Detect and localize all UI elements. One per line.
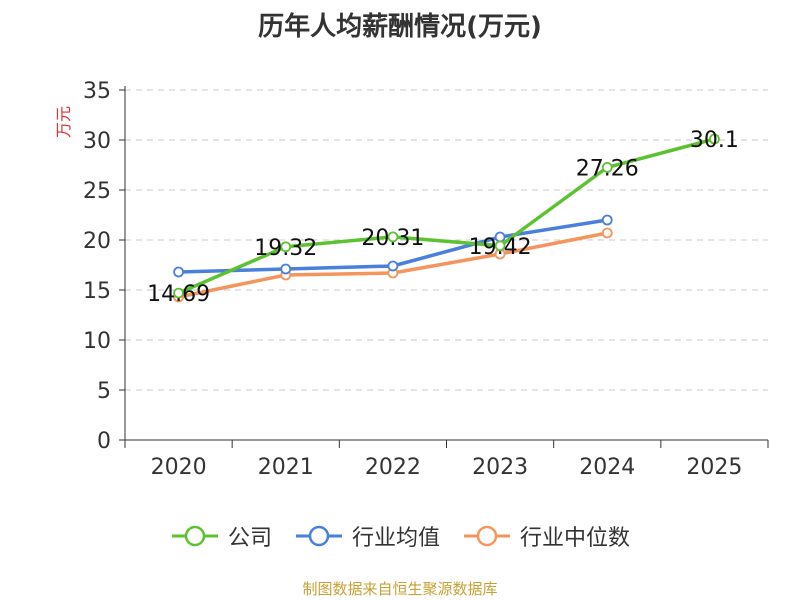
data-point [601, 214, 613, 226]
chart-title: 历年人均薪酬情况(万元) [258, 12, 542, 42]
x-tick-label: 2021 [258, 455, 314, 480]
y-tick-label: 5 [97, 379, 111, 404]
x-tick-label: 2024 [579, 455, 635, 480]
data-point [387, 260, 399, 272]
data-label: 19.32 [254, 236, 317, 261]
y-tick-label: 15 [83, 279, 111, 304]
legend-item[interactable]: 行业中位数 [462, 520, 630, 552]
y-axis-label: 万元 [54, 106, 73, 138]
data-point [601, 227, 613, 239]
legend-item[interactable]: 行业均值 [294, 520, 440, 552]
data-point [387, 231, 399, 243]
data-point [601, 161, 613, 173]
y-tick-label: 0 [97, 429, 111, 454]
legend: 公司 行业均值 行业中位数 [0, 520, 800, 552]
data-label: 14.69 [147, 282, 210, 307]
data-point [173, 266, 184, 278]
x-tick-label: 2020 [151, 455, 207, 480]
legend-label: 行业均值 [351, 526, 440, 551]
legend-line-circle-icon [464, 525, 510, 547]
data-point [173, 287, 184, 299]
data-label: 19.42 [469, 235, 532, 260]
x-tick-label: 2023 [472, 455, 528, 480]
y-tick-label: 10 [83, 329, 111, 354]
data-label: 20.31 [361, 226, 424, 251]
y-tick-label: 20 [83, 229, 111, 254]
data-point [494, 240, 506, 252]
data-point [280, 263, 292, 275]
x-tick-label: 2022 [365, 455, 421, 480]
data-label: 27.26 [576, 156, 639, 181]
legend-label: 行业中位数 [520, 526, 631, 551]
legend-line-circle-icon [295, 525, 342, 547]
data-labels: 14.69 19.32 20.31 19.42 27.26 30.1 [147, 128, 739, 307]
x-tick-label: 2025 [686, 455, 742, 480]
legend-item[interactable]: 公司 [170, 520, 272, 552]
legend-label: 公司 [227, 526, 272, 551]
data-point [709, 133, 720, 145]
y-tick-label: 35 [83, 79, 111, 104]
series-lines [173, 133, 720, 303]
y-tick-label: 30 [83, 129, 111, 154]
legend-line-circle-icon [171, 525, 218, 547]
series-line-0 [177, 137, 715, 295]
y-tick-label: 25 [83, 179, 111, 204]
source-note: 制图数据来自恒生聚源数据库 [302, 580, 498, 598]
data-label: 30.1 [690, 128, 739, 153]
data-point [280, 241, 292, 253]
